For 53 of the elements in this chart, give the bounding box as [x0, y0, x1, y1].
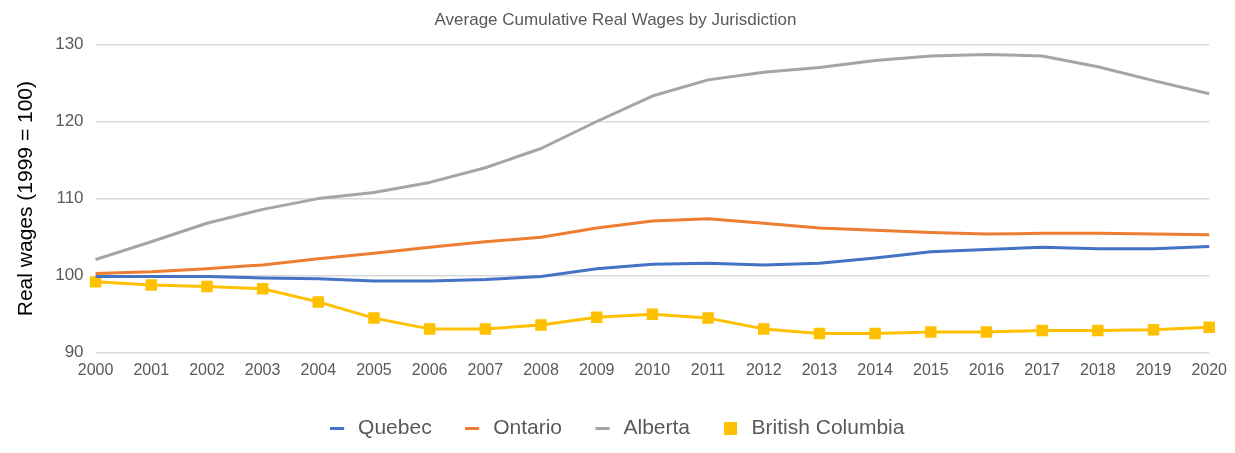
legend-label: Alberta	[623, 415, 691, 439]
x-tick-label: 2020	[1191, 360, 1228, 378]
point	[925, 326, 937, 338]
x-tick-label: 2003	[244, 360, 281, 378]
x-tick-label: 2017	[1024, 360, 1061, 378]
point	[702, 312, 714, 324]
point	[1036, 324, 1048, 337]
point	[535, 319, 547, 331]
point	[89, 276, 102, 288]
y-axis-title: Real wages (1999 = 100)	[13, 80, 37, 317]
point	[813, 327, 826, 340]
legend-label: British Columbia	[751, 415, 905, 439]
y-tick-label: 120	[55, 111, 84, 131]
x-tick-label: 2010	[634, 360, 671, 378]
point	[980, 326, 993, 338]
x-tick-label: 2006	[411, 360, 448, 378]
y-tick-label: 100	[55, 265, 84, 285]
x-tick-label: 2007	[467, 360, 504, 378]
point	[1203, 321, 1215, 334]
x-tick-label: 2008	[523, 360, 559, 378]
x-tick-label: 2009	[578, 360, 615, 378]
x-tick-label: 2002	[189, 360, 225, 378]
y-tick-label: 130	[55, 34, 84, 54]
point	[869, 327, 881, 340]
point	[312, 296, 325, 308]
x-tick-label: 2013	[801, 360, 838, 378]
x-tick-label: 2005	[356, 360, 392, 378]
point	[1092, 324, 1104, 337]
x-tick-label: 2001	[133, 360, 170, 378]
point	[256, 283, 269, 295]
x-tick-label: 2011	[690, 360, 726, 378]
x-tick-label: 2018	[1080, 360, 1116, 378]
x-tick-label: 2012	[745, 360, 782, 378]
point	[479, 323, 492, 335]
y-tick-label: 90	[64, 342, 84, 362]
point	[758, 323, 770, 335]
x-tick-label: 2016	[968, 360, 1005, 378]
legend-label: Ontario	[493, 415, 563, 439]
x-tick-label: 2000	[77, 360, 114, 378]
y-tick-label: 110	[56, 188, 84, 208]
point	[423, 323, 436, 335]
point	[646, 308, 659, 320]
point	[368, 312, 380, 324]
point	[1147, 323, 1160, 336]
x-tick-label: 2019	[1135, 360, 1172, 378]
point	[201, 280, 213, 293]
x-tick-label: 2004	[300, 360, 337, 378]
x-tick-label: 2014	[857, 360, 894, 378]
x-tick-label: 2015	[913, 360, 949, 378]
point	[145, 279, 157, 291]
point	[590, 311, 603, 324]
chart-title: Average Cumulative Real Wages by Jurisdiction	[434, 9, 797, 29]
legend-label: Quebec	[358, 415, 432, 439]
